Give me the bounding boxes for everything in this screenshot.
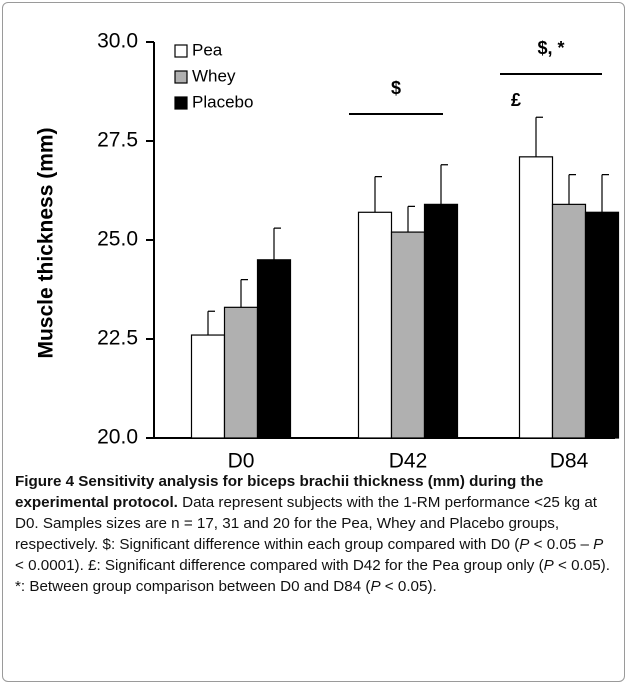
bar — [423, 203, 459, 439]
error-bar — [407, 205, 415, 233]
error-bar — [207, 310, 215, 336]
caption-text: P — [370, 578, 381, 595]
legend-label: Pea — [192, 40, 223, 59]
caption-text: Data represent subjects with the 1-RM pe… — [15, 494, 598, 553]
bar — [357, 211, 393, 439]
bar — [518, 156, 554, 439]
bar — [390, 231, 426, 439]
caption-text: < 0.05). *: Between group comparison bet… — [15, 557, 610, 595]
caption-text: < 0.05). — [380, 578, 437, 595]
legend-swatch — [174, 70, 188, 84]
annotation: $ — [391, 78, 401, 98]
y-tick-label: 27.5 — [97, 129, 138, 152]
error-bar — [273, 227, 281, 260]
x-tick-label: D84 — [550, 450, 589, 468]
caption-text: P — [593, 536, 604, 553]
caption-text: < 0.05 – — [529, 536, 594, 553]
annotation: $, * — [537, 38, 564, 58]
bar — [551, 203, 587, 439]
error-bar — [535, 116, 543, 157]
caption-text: P — [519, 536, 530, 553]
caption-text: < 0.0001). £: Significant difference com… — [15, 557, 544, 574]
error-bar — [240, 279, 248, 308]
legend-label: Placebo — [192, 92, 253, 111]
legend-swatch — [174, 44, 188, 58]
error-bar — [601, 174, 609, 213]
caption-text: P — [543, 557, 554, 574]
bar — [223, 306, 259, 439]
y-axis-label: Muscle thickness (mm) — [35, 127, 58, 358]
error-bar — [440, 164, 448, 205]
y-tick-label: 20.0 — [97, 426, 138, 449]
bar — [190, 334, 226, 439]
y-tick-label: 22.5 — [97, 327, 138, 350]
legend-label: Whey — [192, 66, 236, 85]
bar — [584, 211, 620, 439]
caption-title: Figure 4 Sensitivity analysis for biceps… — [15, 473, 544, 511]
error-bar — [568, 174, 576, 205]
chart: Muscle thickness (mm) 20.0 22.5 25.0 27.5 30… — [35, 30, 620, 473]
x-tick-label: D0 — [228, 450, 255, 468]
y-tick-label: 30.0 — [97, 30, 138, 53]
legend-swatch — [174, 96, 188, 110]
x-tick-label: D42 — [389, 450, 428, 468]
y-tick-label: 25.0 — [97, 228, 138, 251]
error-bar — [374, 176, 382, 213]
bar — [256, 259, 292, 439]
annotation: £ — [511, 90, 521, 110]
caption: Figure 4 Sensitivity analysis for biceps… — [15, 471, 613, 597]
